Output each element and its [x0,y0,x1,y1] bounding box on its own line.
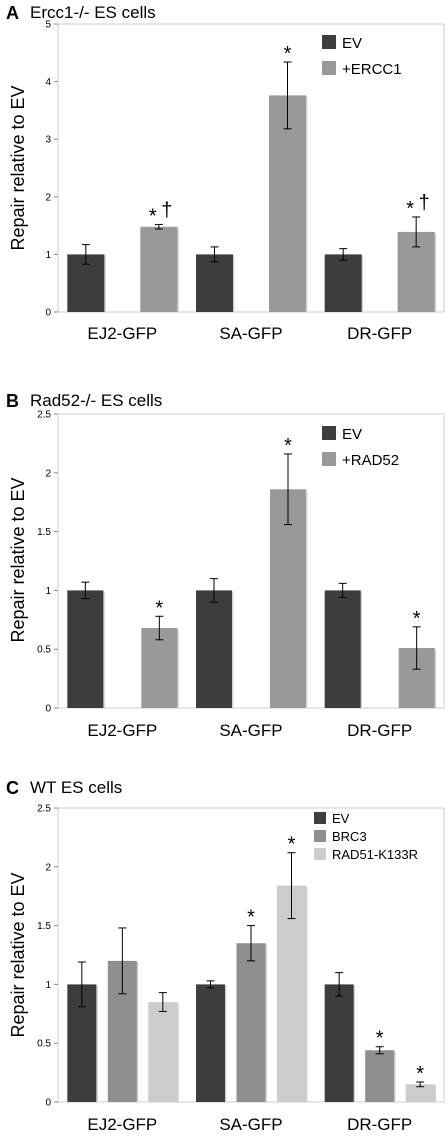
legend-swatch [322,35,336,49]
bar-ev-sa-gfp [196,254,233,312]
chart-panel-C: C WT ES cells 0 0.5 1 1.5 2 2.5 Repair relative … [6,778,445,1134]
x-tick-label: EJ2-GFP [87,721,157,740]
y-tick-label: 0.5 [37,645,51,656]
bar--ercc1-ej2-gfp [140,226,178,312]
y-tick-label: 4 [45,77,51,88]
significance-asterisk: * [149,205,157,227]
y-axis-label: Repair relative to EV [8,85,28,250]
y-tick-label: 0.5 [37,1039,51,1050]
significance-asterisk: * [284,435,292,457]
x-tick-label: DR-GFP [347,1115,412,1134]
bar-ev-ej2-gfp [67,590,104,708]
bar-ev-dr-gfp [324,590,361,708]
bar--rad52-sa-gfp [270,489,306,708]
y-tick-label: 5 [45,20,51,31]
chart-panel-B: B Rad52-/- ES cells 0 0.5 1 1.5 2 2.5 Repair rel… [6,391,445,740]
y-tick-label: 1.5 [37,921,51,932]
y-tick-label: 2 [45,862,51,873]
significance-asterisk: * [155,597,163,619]
plot-area [57,23,445,313]
significance-asterisk: * [416,1063,424,1085]
chart-panel-A: A Ercc1-/- ES cells 0 1 2 3 4 5 Repair relative … [6,3,445,343]
x-tick-label: EJ2-GFP [87,324,157,343]
y-tick-label: 2.5 [37,804,51,815]
significance-asterisk: * [284,43,292,65]
x-tick-label: DR-GFP [347,324,412,343]
panel-title: Ercc1-/- ES cells [30,3,156,22]
legend-swatch [314,812,326,824]
x-tick-label: SA-GFP [219,721,282,740]
y-axis-label: Repair relative to EV [8,477,28,642]
panel-label: C [6,778,19,798]
bar-brc3-sa-gfp [236,943,266,1102]
y-tick-label: 0 [45,1098,51,1109]
legend-swatch [314,830,326,842]
y-tick-label: 0 [45,704,51,715]
dagger-mark: † [419,192,430,214]
bar-rad51-k133r-dr-gfp [405,1084,435,1102]
panel-label: A [6,3,19,23]
y-tick-label: 2 [45,468,51,479]
legend-label: BRC3 [332,829,367,844]
bar-ev-sa-gfp [196,590,232,708]
legend-label: RAD51-K133R [332,847,418,862]
y-tick-label: 1 [45,586,51,597]
significance-asterisk: * [376,1028,384,1050]
x-tick-label: EJ2-GFP [87,1115,157,1134]
plot-area [57,413,445,709]
legend-swatch [322,61,336,75]
legend-swatch [314,848,326,860]
legend-label: +RAD52 [342,452,399,469]
y-tick-label: 2.5 [37,410,51,421]
panel-title: WT ES cells [30,778,122,797]
legend-label: EV [332,811,350,826]
y-tick-label: 3 [45,135,51,146]
significance-asterisk: * [288,834,296,856]
x-tick-label: SA-GFP [219,1115,282,1134]
legend-swatch [322,452,336,466]
y-axis-label: Repair relative to EV [8,872,28,1037]
x-tick-label: SA-GFP [219,324,282,343]
bar-ev-dr-gfp [324,984,354,1102]
panel-title: Rad52-/- ES cells [30,391,162,410]
y-tick-label: 0 [45,308,51,319]
significance-asterisk: * [413,608,421,630]
y-tick-label: 1 [45,250,51,261]
significance-asterisk: * [406,198,414,220]
legend-label: +ERCC1 [342,61,402,78]
legend-label: EV [342,35,362,52]
significance-asterisk: * [247,907,255,929]
dagger-mark: † [161,199,172,221]
bar-rad51-k133r-ej2-gfp [148,1002,178,1102]
bar-rad51-k133r-sa-gfp [277,885,306,1102]
bar--ercc1-sa-gfp [269,95,306,312]
legend-swatch [322,426,336,440]
bar--rad52-ej2-gfp [141,628,178,708]
bar-ev-dr-gfp [324,254,362,312]
y-tick-label: 1 [45,980,51,991]
bar-ev-sa-gfp [196,984,225,1102]
panel-label: B [6,391,19,411]
y-tick-label: 1.5 [37,527,51,538]
y-tick-label: 2 [45,192,51,203]
legend-label: EV [342,426,362,443]
x-tick-label: DR-GFP [347,721,412,740]
bar-brc3-dr-gfp [365,1050,395,1102]
